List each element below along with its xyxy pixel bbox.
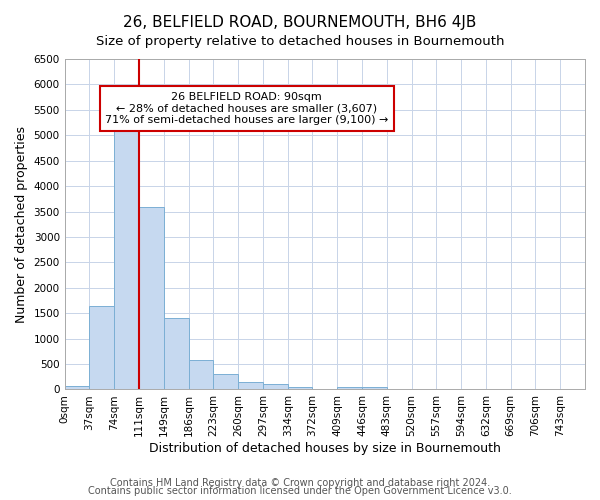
Bar <box>164 318 188 390</box>
Bar <box>89 306 114 390</box>
Bar <box>337 387 362 390</box>
Text: 26 BELFIELD ROAD: 90sqm
← 28% of detached houses are smaller (3,607)
71% of semi: 26 BELFIELD ROAD: 90sqm ← 28% of detache… <box>105 92 388 125</box>
Text: Contains HM Land Registry data © Crown copyright and database right 2024.: Contains HM Land Registry data © Crown c… <box>110 478 490 488</box>
Bar <box>263 384 287 390</box>
Text: Size of property relative to detached houses in Bournemouth: Size of property relative to detached ho… <box>96 35 504 48</box>
Bar <box>362 387 387 390</box>
Bar <box>287 387 313 390</box>
Bar <box>238 382 263 390</box>
Bar <box>114 131 139 390</box>
Text: 26, BELFIELD ROAD, BOURNEMOUTH, BH6 4JB: 26, BELFIELD ROAD, BOURNEMOUTH, BH6 4JB <box>124 15 476 30</box>
Bar <box>65 386 89 390</box>
Bar <box>188 360 214 390</box>
X-axis label: Distribution of detached houses by size in Bournemouth: Distribution of detached houses by size … <box>149 442 501 455</box>
Bar <box>214 374 238 390</box>
Text: Contains public sector information licensed under the Open Government Licence v3: Contains public sector information licen… <box>88 486 512 496</box>
Bar <box>139 208 164 390</box>
Y-axis label: Number of detached properties: Number of detached properties <box>15 126 28 322</box>
